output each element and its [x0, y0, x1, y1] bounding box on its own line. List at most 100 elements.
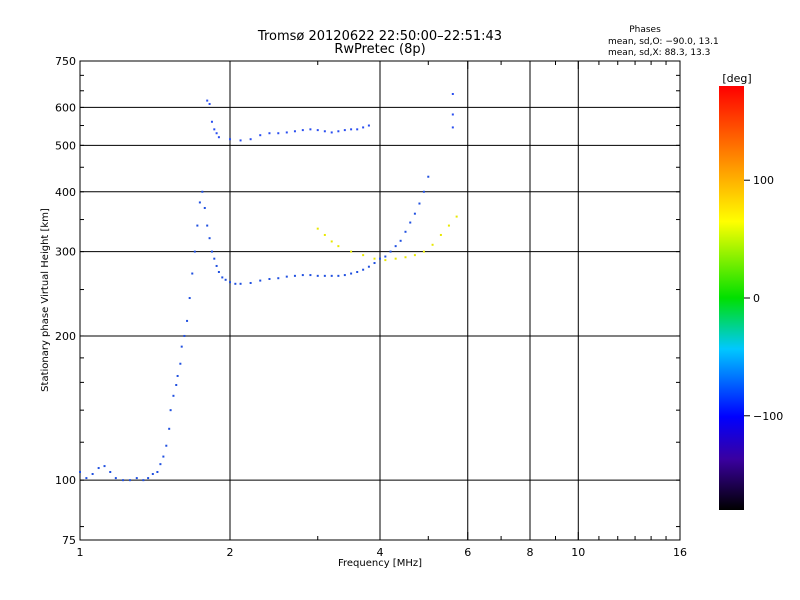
y-tick-label-75: 75: [62, 534, 76, 547]
x-tick-label-1: 1: [77, 546, 84, 559]
y-tick-label-300: 300: [55, 246, 76, 259]
series-0-point: [399, 239, 402, 242]
series-0-point: [179, 362, 182, 365]
series-1-point: [259, 134, 262, 137]
series-2-point: [422, 250, 425, 253]
series-0-point: [259, 279, 262, 282]
series-1-point: [229, 138, 231, 141]
series-0-point: [91, 473, 94, 476]
series-0-point: [201, 190, 204, 193]
series-1-point: [451, 92, 454, 95]
series-2-point: [384, 259, 387, 262]
series-1-point: [268, 132, 271, 135]
series-1-point: [350, 128, 353, 131]
series-0-point: [156, 470, 159, 473]
series-1-point: [356, 128, 359, 131]
series-0-point: [122, 479, 125, 482]
series-0-point: [114, 477, 117, 480]
series-0-point: [210, 250, 213, 253]
x-tick-label-2: 2: [227, 546, 234, 559]
series-2-point: [447, 224, 450, 227]
y-tick-label-500: 500: [55, 139, 76, 152]
series-1-point: [337, 130, 340, 133]
series-0-point: [394, 245, 397, 248]
data-points: [79, 92, 458, 482]
x-tick-labels: 1 2 4 6 8 10 16: [77, 546, 688, 559]
series-0-point: [277, 277, 280, 280]
colorbar-tick-label-100: 100: [753, 174, 774, 187]
series-2-point: [330, 240, 333, 243]
series-0-point: [343, 274, 346, 277]
y-tick-label-200: 200: [55, 330, 76, 343]
series-0-point: [203, 206, 206, 209]
series-1-point: [249, 138, 252, 141]
series-0-point: [168, 427, 171, 430]
series-0-point: [180, 345, 183, 348]
series-0-point: [309, 274, 312, 277]
series-0-point: [384, 255, 387, 258]
series-0-point: [193, 250, 196, 253]
series-0-point: [350, 272, 353, 275]
series-0-point: [165, 444, 168, 447]
series-0-point: [169, 409, 172, 412]
series-0-point: [213, 257, 216, 260]
x-tick-label-8: 8: [527, 546, 534, 559]
gridlines: [80, 61, 680, 540]
series-0-point: [323, 274, 326, 277]
series-2-point: [455, 215, 458, 218]
series-0-point: [135, 477, 138, 480]
series-0-point: [409, 221, 412, 224]
series-0-point: [172, 394, 175, 397]
series-2-point: [316, 227, 319, 230]
series-1-point: [367, 124, 370, 127]
series-0-point: [229, 281, 231, 284]
series-0-point: [176, 374, 179, 377]
series-0-point: [103, 465, 106, 468]
series-0-point: [356, 270, 359, 273]
series-0-point: [316, 274, 319, 277]
series-0-point: [151, 473, 154, 476]
series-0-point: [373, 262, 376, 265]
series-1-point: [301, 129, 304, 132]
series-0-point: [191, 272, 194, 275]
series-0-point: [196, 224, 199, 227]
series-1-point: [217, 136, 220, 139]
chart-subtitle: RwPretec (8p): [334, 42, 425, 57]
series-1-point: [285, 131, 288, 134]
series-0-point: [293, 274, 296, 277]
series-0-point: [285, 275, 288, 278]
legend: Phases mean, sd,O: −90.0, 13.1 mean, sd,…: [608, 25, 719, 58]
legend-line-2: mean, sd,X: 88.3, 13.3: [608, 48, 710, 58]
series-0-point: [188, 297, 191, 300]
series-1-point: [316, 129, 319, 132]
colorbar-tick-label--100: −100: [753, 410, 783, 423]
series-0-point: [215, 264, 218, 267]
series-2-point: [373, 257, 376, 260]
series-0-point: [330, 274, 333, 277]
series-0-point: [413, 212, 416, 215]
y-tick-labels: 75 100 200 300 400 500 600 750: [55, 55, 76, 547]
legend-line-1: mean, sd,O: −90.0, 13.1: [608, 37, 719, 47]
series-2-point: [394, 257, 397, 260]
series-2-point: [413, 254, 416, 257]
series-0-point: [129, 479, 132, 482]
series-0-point: [217, 270, 220, 273]
series-1-point: [213, 128, 216, 131]
series-0-point: [224, 278, 227, 281]
series-0-point: [198, 201, 201, 204]
colorbar-label: [deg]: [722, 72, 751, 85]
series-0-point: [186, 319, 189, 322]
series-2-point: [362, 254, 365, 257]
series-0-point: [142, 479, 145, 482]
series-1-point: [309, 128, 312, 131]
series-2-point: [350, 250, 353, 253]
chart-title: Tromsø 20120622 22:50:00–22:51:43: [257, 29, 502, 44]
colorbar-tick-label-0: 0: [753, 292, 760, 305]
series-1-point: [215, 132, 218, 135]
series-0-point: [159, 463, 162, 466]
colorbar-ticks: 100 0 −100: [744, 174, 783, 423]
series-0-point: [147, 477, 150, 480]
series-1-point: [451, 113, 454, 116]
series-1-point: [293, 130, 296, 133]
